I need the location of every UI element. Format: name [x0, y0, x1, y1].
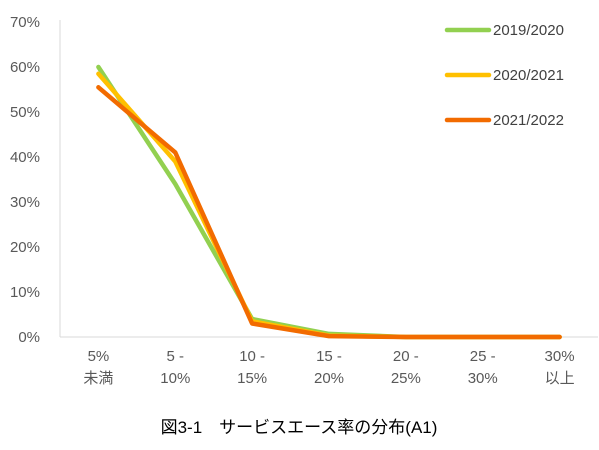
- y-tick-label: 20%: [10, 239, 40, 256]
- legend: 2019/2020 2020/2021 2021/2022: [444, 22, 564, 129]
- x-tick-label: 25 -30%: [468, 348, 498, 387]
- x-tick-label: 10 -15%: [237, 348, 267, 387]
- series-lines: [96, 64, 562, 340]
- x-tick-label: 15 -20%: [314, 348, 344, 387]
- x-tick-label: 20 -25%: [391, 348, 421, 387]
- x-axis-tick-labels: 5%未満 5 -10% 10 -15% 15 -20% 20 -25% 25 -30% 30…: [83, 348, 574, 387]
- x-tick-label: 5%未満: [83, 348, 113, 387]
- y-axis-tick-labels: 0% 10% 20% 30% 40% 50% 60% 70%: [10, 14, 40, 346]
- legend-label: 2020/2021: [493, 67, 564, 84]
- legend-label: 2019/2020: [493, 22, 564, 39]
- x-tick-label: 30%以上: [545, 348, 575, 387]
- figure-caption: 図3-1 サービスエース率の分布(A1): [161, 418, 438, 437]
- y-tick-label: 30%: [10, 194, 40, 211]
- series-line-1: [96, 64, 562, 340]
- y-tick-label: 40%: [10, 149, 40, 166]
- y-tick-label: 10%: [10, 284, 40, 301]
- y-tick-label: 70%: [10, 14, 40, 31]
- y-tick-label: 60%: [10, 59, 40, 76]
- legend-label: 2021/2022: [493, 112, 564, 129]
- y-tick-label: 50%: [10, 104, 40, 121]
- x-tick-label: 5 -10%: [160, 348, 190, 387]
- series-line-2: [96, 71, 562, 340]
- series-line-3: [96, 85, 562, 340]
- y-tick-label: 0%: [18, 329, 40, 346]
